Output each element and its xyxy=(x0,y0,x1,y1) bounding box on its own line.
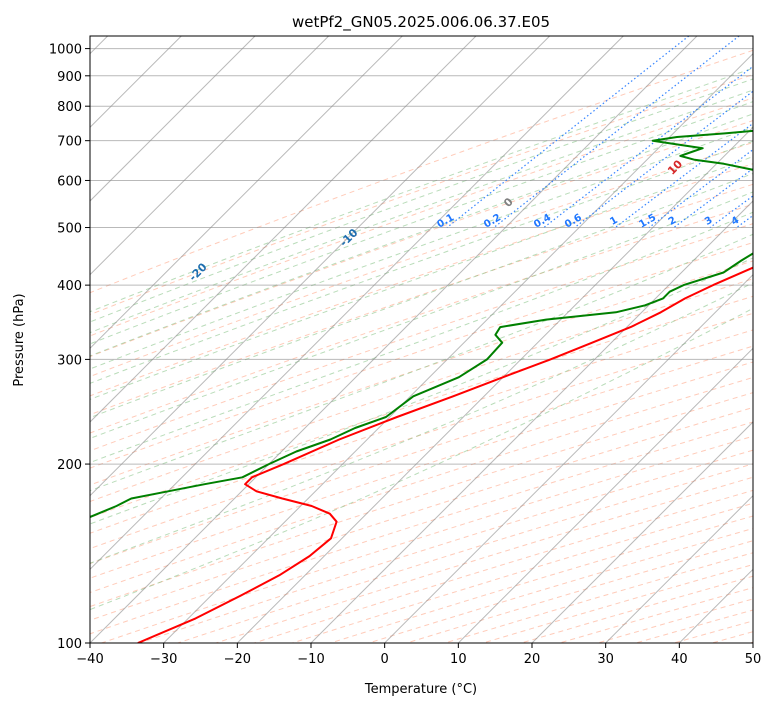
moist-adiabat xyxy=(90,172,753,419)
x-tick-label: 30 xyxy=(597,652,614,667)
mixing-ratio-line xyxy=(574,90,753,229)
isotherm xyxy=(310,200,753,643)
isotherm xyxy=(236,126,753,643)
y-tick-label: 700 xyxy=(57,135,82,150)
dry-adiabat xyxy=(90,74,753,316)
x-tick-label: −20 xyxy=(224,652,251,667)
dry-adiabat xyxy=(90,361,753,579)
dry-adiabat-label: -30 xyxy=(29,300,52,323)
dry-adiabat xyxy=(90,295,753,519)
dry-adiabat xyxy=(750,641,753,643)
y-tick-label: 900 xyxy=(57,70,82,85)
moist-adiabat xyxy=(90,67,753,313)
moist-adiabat xyxy=(90,211,753,464)
y-tick-label: 100 xyxy=(57,637,82,652)
mixing-ratio-label: 6 xyxy=(768,215,775,228)
isotherm xyxy=(90,36,256,202)
plot-background xyxy=(90,36,753,643)
y-axis: 100 200 300 400 500 600 700 800 900 1000 xyxy=(49,43,90,652)
x-tick-label: 50 xyxy=(745,652,762,667)
y-tick-label: 200 xyxy=(57,458,82,473)
y-axis-label: Pressure (hPa) xyxy=(12,293,27,386)
isotherm xyxy=(90,36,477,423)
isotherm xyxy=(90,36,403,350)
moist-adiabat xyxy=(90,101,753,345)
y-tick-label: 800 xyxy=(57,100,82,115)
moist-adiabat xyxy=(90,89,753,334)
y-tick-label: 600 xyxy=(57,174,82,189)
x-tick-label: −40 xyxy=(76,652,103,667)
x-tick-label: 10 xyxy=(450,652,467,667)
moist-adiabat xyxy=(90,113,753,357)
dry-adiabat xyxy=(90,49,753,294)
x-tick-label: 0 xyxy=(381,652,389,667)
x-tick-label: 40 xyxy=(671,652,688,667)
isotherm xyxy=(90,36,330,276)
dry-adiabat xyxy=(90,141,753,378)
mixing-ratio-line xyxy=(543,65,753,229)
mixing-ratio-label: 4 xyxy=(730,215,742,228)
isotherm xyxy=(384,273,753,643)
y-tick-label: 500 xyxy=(57,222,82,237)
y-tick-label: 300 xyxy=(57,353,82,368)
isotherm xyxy=(90,36,698,643)
mixing-ratio-label: 2 xyxy=(667,215,679,228)
mixing-ratio-label: 3 xyxy=(703,215,715,228)
moist-adiabat xyxy=(90,233,753,492)
isotherm xyxy=(605,494,753,643)
temperature-profile xyxy=(137,266,753,643)
x-tick-label: 20 xyxy=(524,652,541,667)
chart-title: wetPf2_GN05.2025.006.06.37.E05 xyxy=(292,13,550,32)
dry-adiabat xyxy=(90,392,753,608)
dry-adiabat xyxy=(90,203,753,434)
background-lines xyxy=(90,36,753,643)
x-axis-label: Temperature (°C) xyxy=(364,682,477,697)
isotherm xyxy=(90,36,551,497)
isotherm xyxy=(531,421,753,643)
isotherm xyxy=(457,347,753,643)
x-tick-label: −10 xyxy=(297,652,324,667)
profile-series xyxy=(90,129,753,643)
dry-adiabat xyxy=(90,163,753,397)
dry-adiabat xyxy=(90,345,753,565)
isotherm xyxy=(90,36,624,571)
y-tick-label: 1000 xyxy=(49,43,82,58)
plot-frame xyxy=(89,35,754,644)
mixing-ratio-line xyxy=(493,36,740,229)
x-tick-label: −30 xyxy=(150,652,177,667)
x-axis: −40 −30 −20 −10 0 10 20 30 40 50 xyxy=(76,643,761,667)
y-tick-label: 400 xyxy=(57,279,82,294)
mixing-ratio-line xyxy=(648,148,753,229)
dry-adiabat xyxy=(90,312,753,534)
isotherm xyxy=(752,642,753,643)
dewpoint-profile xyxy=(90,129,753,519)
mixing-ratio-label: 1 xyxy=(608,215,620,228)
